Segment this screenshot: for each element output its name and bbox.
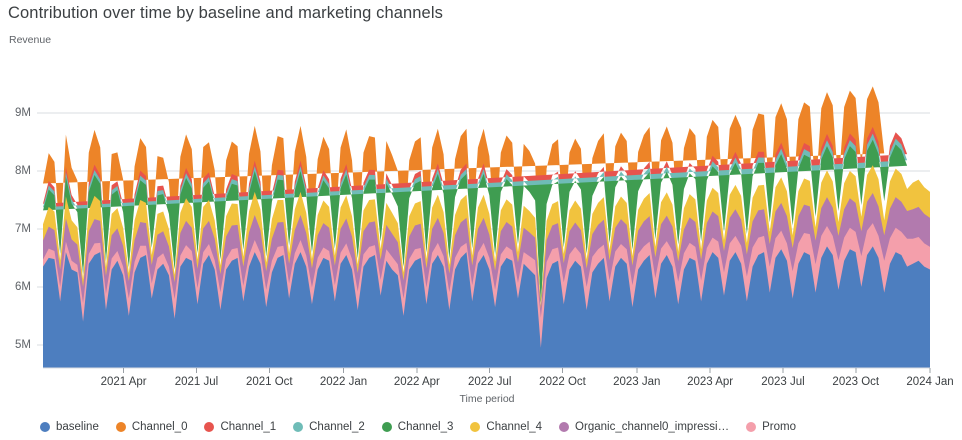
legend-swatch-icon: [40, 422, 50, 432]
y-axis-tick-label: 9M: [15, 107, 31, 119]
legend-swatch-icon: [293, 422, 304, 432]
legend-swatch-icon: [204, 422, 215, 432]
chart-legend: baseline Channel_0 Channel_1 Channel_2 Chann…: [40, 418, 813, 436]
legend-item-channel_4[interactable]: Channel_4: [470, 421, 542, 433]
legend-item-promo[interactable]: Promo: [746, 421, 796, 433]
legend-item-channel_0[interactable]: Channel_0: [115, 421, 188, 433]
area-series-baseline[interactable]: [43, 246, 930, 368]
x-axis-tick-label: 2023 Jul: [761, 376, 804, 388]
x-axis-tick-label: 2021 Apr: [101, 376, 147, 388]
x-axis-tick-label: 2021 Oct: [246, 376, 293, 388]
legend-item-label: Promo: [762, 421, 796, 433]
legend-item-organic_channel0_impressi[interactable]: Organic_channel0_impressi…: [559, 421, 729, 433]
x-axis-tick-label: 2024 Jan: [906, 376, 953, 388]
legend-item-channel_3[interactable]: Channel_3: [381, 421, 454, 433]
page-title: Contribution over time by baseline and m…: [8, 4, 443, 22]
legend-item-baseline[interactable]: baseline: [40, 421, 99, 433]
legend-item-label: Channel_4: [486, 421, 543, 433]
legend-item-label: Channel_3: [397, 421, 454, 433]
y-axis-tick-label: 6M: [15, 281, 31, 293]
y-axis-tick-label: 8M: [15, 165, 31, 177]
x-axis-tick-label: 2023 Oct: [832, 376, 879, 388]
legend-swatch-icon: [381, 422, 392, 432]
legend-swatch-icon: [746, 422, 757, 432]
legend-item-label: baseline: [56, 421, 99, 433]
x-axis-tick-label: 2021 Jul: [175, 376, 218, 388]
x-axis-ticks-group: 2021 Apr 2021 Jul 2021 Oct 2022 Jan 2022 Apr…: [43, 367, 954, 388]
x-axis-tick-label: 2022 Jul: [468, 376, 511, 388]
y-axis-ticks-group: 5M 6M 7M 8M 9M: [15, 107, 31, 351]
legend-item-label: Channel_0: [131, 421, 188, 433]
legend-item-label: Organic_channel0_impressi…: [575, 421, 730, 433]
legend-item-channel_2[interactable]: Channel_2: [293, 421, 365, 433]
area-series-channel_0[interactable]: [43, 86, 885, 298]
x-axis-tick-label: 2022 Oct: [539, 376, 586, 388]
x-axis-title: Time period: [459, 393, 514, 405]
legend-item-label: Channel_2: [309, 421, 365, 433]
y-axis-tick-label: 7M: [15, 223, 31, 235]
legend-swatch-icon: [115, 422, 126, 432]
x-axis-tick-label: 2022 Jan: [320, 376, 367, 388]
legend-swatch-icon: [559, 422, 570, 432]
chart-subtitle: Revenue: [9, 34, 52, 46]
legend-item-label: Channel_1: [220, 421, 277, 433]
x-axis-tick-label: 2023 Jan: [613, 376, 660, 388]
x-axis-tick-label: 2022 Apr: [394, 376, 440, 388]
legend-swatch-icon: [470, 422, 481, 432]
y-axis-tick-label: 5M: [15, 339, 31, 351]
area-series-group: [43, 86, 930, 368]
x-axis-tick-label: 2023 Apr: [687, 376, 733, 388]
legend-item-channel_1[interactable]: Channel_1: [204, 421, 276, 433]
